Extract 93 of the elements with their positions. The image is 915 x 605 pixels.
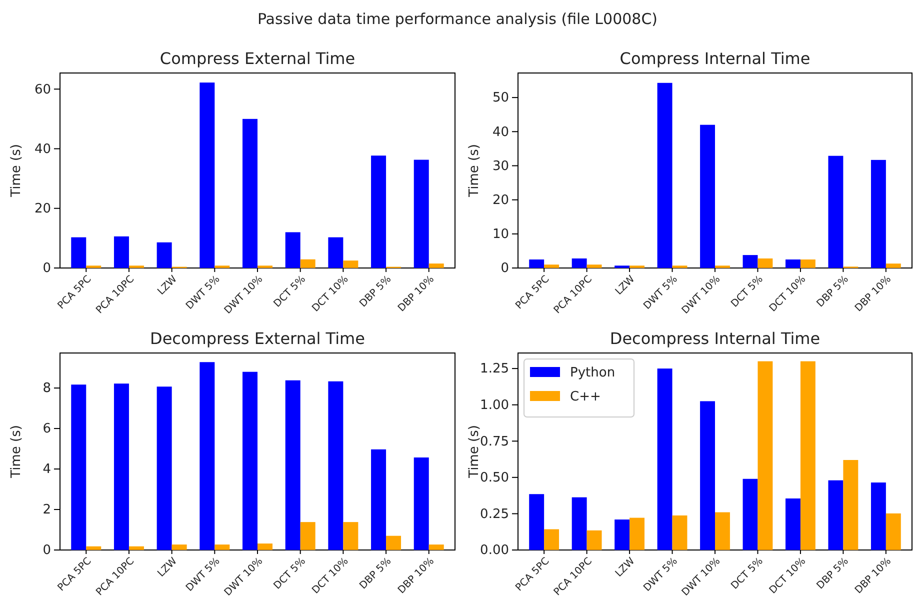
bar	[114, 236, 129, 268]
bar	[758, 258, 773, 268]
y-tick-label: 40	[34, 142, 51, 157]
y-tick-label: 30	[492, 158, 509, 174]
text: Passive data time performance analysis (file L0008C)	[257, 10, 658, 28]
bar	[428, 264, 444, 268]
bar	[800, 361, 816, 550]
bar	[630, 518, 644, 550]
chart-title: Compress Internal Time	[620, 49, 810, 68]
bar	[300, 522, 316, 550]
bar	[786, 259, 800, 268]
bar	[343, 260, 358, 268]
bar	[242, 372, 258, 550]
bar	[172, 544, 187, 550]
bar	[758, 361, 773, 550]
bar	[572, 258, 587, 268]
bar	[529, 259, 544, 268]
bar	[128, 546, 144, 550]
y-tick-label: 10	[492, 227, 509, 242]
y-tick-label: 50	[492, 90, 509, 106]
bar	[258, 544, 272, 550]
y-axis-title: Time (s)	[9, 425, 24, 479]
y-tick-label: 0.50	[480, 470, 509, 486]
chart-title: Decompress External Time	[150, 329, 365, 348]
bar	[742, 478, 758, 550]
bar	[614, 520, 630, 550]
bar	[828, 156, 844, 268]
y-tick-label: 40	[492, 124, 509, 140]
bar	[242, 118, 258, 268]
bar	[343, 522, 358, 550]
bar	[870, 482, 886, 550]
y-tick-label: 8	[42, 381, 51, 396]
bar	[786, 498, 800, 550]
bar	[285, 380, 300, 550]
bar	[328, 381, 344, 550]
bar	[572, 497, 587, 550]
bar	[529, 494, 544, 550]
bar	[586, 530, 602, 550]
bar	[156, 386, 172, 550]
bar	[715, 512, 730, 550]
bar	[544, 264, 560, 268]
bar	[428, 544, 444, 550]
bar	[828, 480, 844, 550]
bar	[371, 156, 386, 268]
y-tick-label: 0.25	[480, 506, 509, 522]
bar	[156, 242, 172, 268]
bar	[672, 515, 688, 550]
chart-title: Compress External Time	[160, 49, 356, 68]
y-tick-label: 0.75	[480, 434, 509, 450]
y-axis-title: Time (s)	[467, 144, 482, 198]
y-axis-title: Time (s)	[467, 425, 482, 479]
chart-title: Decompress Internal Time	[610, 329, 820, 348]
bar	[742, 255, 758, 268]
y-tick-label: 0	[42, 543, 51, 558]
bar	[114, 384, 129, 550]
bar	[71, 384, 86, 550]
bar	[843, 460, 858, 550]
y-tick-label: 4	[42, 462, 51, 478]
bar	[386, 536, 402, 550]
y-tick-label: 2	[42, 502, 51, 518]
y-tick-label: 20	[492, 192, 509, 208]
bar	[886, 264, 901, 268]
bar	[200, 82, 215, 268]
bar	[586, 264, 602, 268]
bar	[544, 529, 560, 550]
bar	[214, 544, 230, 550]
y-tick-label: 60	[34, 82, 51, 98]
y-tick-label: 20	[34, 202, 51, 217]
bar	[86, 546, 102, 550]
y-tick-label: 1.00	[480, 398, 509, 413]
bar	[657, 82, 672, 268]
bar	[700, 401, 715, 550]
legend-label: Python	[570, 366, 616, 381]
bar	[414, 160, 429, 268]
bar	[200, 362, 215, 550]
y-tick-label: 0.00	[480, 543, 509, 558]
bar	[285, 232, 300, 268]
legend-label: C++	[570, 390, 601, 405]
y-tick-label: 1.25	[480, 362, 509, 377]
y-tick-label: 6	[42, 422, 51, 437]
bar	[371, 449, 386, 550]
bar	[800, 259, 816, 268]
y-tick-label: 0	[500, 261, 509, 276]
bar	[328, 237, 344, 268]
bar	[300, 259, 316, 268]
bar	[414, 457, 429, 550]
y-tick-label: 0	[42, 261, 51, 276]
bar	[657, 368, 672, 550]
bar	[870, 160, 886, 268]
bar	[700, 124, 715, 268]
bar	[71, 237, 86, 268]
y-axis-title: Time (s)	[9, 144, 24, 198]
bar	[886, 513, 901, 550]
